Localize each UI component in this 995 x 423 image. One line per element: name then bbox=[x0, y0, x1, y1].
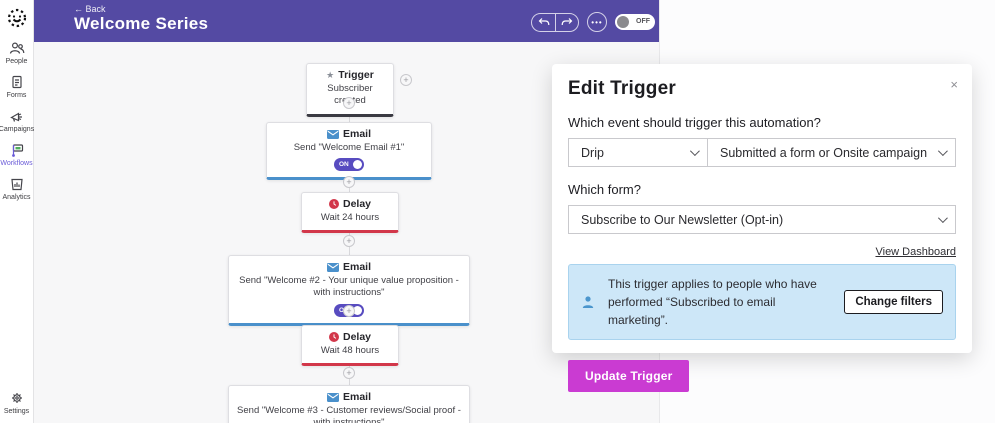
insert-step-button[interactable]: + bbox=[343, 235, 355, 247]
node-email-3[interactable]: Email Send "Welcome #3 - Customer review… bbox=[228, 385, 470, 423]
sidebar-item-label: Campaigns bbox=[0, 126, 35, 133]
sidebar-item-settings[interactable]: Settings bbox=[0, 390, 33, 415]
provider-select-value: Drip bbox=[581, 145, 604, 160]
trigger-info-text: This trigger applies to people who have … bbox=[608, 277, 817, 327]
trigger-star-icon: ★ bbox=[326, 69, 335, 80]
toggle-knob bbox=[353, 160, 362, 170]
close-button[interactable]: × bbox=[950, 78, 958, 91]
event-select-value: Submitted a form or Onsite campaign bbox=[720, 145, 928, 160]
undo-button[interactable] bbox=[531, 12, 555, 32]
plus-icon: + bbox=[346, 306, 352, 316]
node-type: Trigger bbox=[338, 69, 374, 81]
back-arrow-icon: ← bbox=[74, 4, 83, 14]
node-type: Email bbox=[342, 128, 371, 140]
chevron-down-icon bbox=[689, 146, 700, 157]
node-type: Email bbox=[342, 261, 371, 273]
trigger-info-box: This trigger applies to people who have … bbox=[568, 264, 956, 340]
sidebar-item-forms[interactable]: Forms bbox=[0, 74, 33, 99]
modal-title: Edit Trigger bbox=[568, 78, 676, 99]
node-subtitle: Wait 24 hours bbox=[320, 212, 380, 223]
form-select[interactable]: Subscribe to Our Newsletter (Opt-in) bbox=[568, 205, 956, 234]
toggle-state-label: OFF bbox=[636, 18, 650, 25]
node-type: Delay bbox=[342, 331, 372, 343]
insert-step-button[interactable]: + bbox=[343, 176, 355, 188]
back-link[interactable]: ← Back bbox=[74, 4, 106, 14]
undo-icon bbox=[538, 18, 549, 26]
people-icon bbox=[9, 40, 25, 56]
sidebar-item-label: Analytics bbox=[2, 194, 31, 201]
event-question-label: Which event should trigger this automati… bbox=[568, 115, 821, 130]
sidebar-nav: People Forms Campaigns bbox=[0, 40, 35, 210]
sidebar-item-label: People bbox=[5, 58, 28, 65]
node-delay-1[interactable]: Delay Wait 24 hours bbox=[301, 192, 399, 234]
insert-step-button[interactable]: + bbox=[343, 305, 355, 317]
form-select-value: Subscribe to Our Newsletter (Opt-in) bbox=[581, 212, 784, 227]
update-trigger-button[interactable]: Update Trigger bbox=[568, 360, 690, 392]
form-question-label: Which form? bbox=[568, 182, 641, 197]
provider-select[interactable]: Drip bbox=[568, 138, 708, 167]
plus-icon: + bbox=[346, 177, 352, 187]
node-type: Delay bbox=[342, 198, 372, 210]
node-email-1[interactable]: Email Send "Welcome Email #1" ON bbox=[266, 122, 432, 181]
add-trigger-button[interactable]: + bbox=[400, 74, 412, 86]
clock-icon bbox=[328, 332, 339, 342]
analytics-icon bbox=[9, 176, 25, 192]
clock-icon bbox=[328, 199, 339, 209]
workflow-header: ← Back Welcome Series ••• OFF bbox=[34, 0, 659, 42]
sidebar-item-campaigns[interactable]: Campaigns bbox=[0, 108, 35, 133]
gear-icon bbox=[9, 390, 25, 406]
email-icon bbox=[326, 129, 339, 139]
node-type: Email bbox=[342, 391, 371, 403]
node-delay-2[interactable]: Delay Wait 48 hours bbox=[301, 325, 399, 367]
node-subtitle: Send "Welcome Email #1" bbox=[293, 142, 405, 153]
workflows-icon bbox=[9, 142, 25, 158]
node-subtitle: Wait 48 hours bbox=[320, 345, 380, 356]
more-options-button[interactable]: ••• bbox=[587, 12, 607, 32]
redo-button[interactable] bbox=[555, 12, 579, 32]
sidebar-item-people[interactable]: People bbox=[0, 40, 33, 65]
workflow-title: Welcome Series bbox=[74, 14, 209, 33]
chevron-down-icon bbox=[937, 146, 948, 157]
person-icon bbox=[582, 296, 594, 308]
plus-icon: + bbox=[346, 236, 352, 246]
sidebar-item-label: Settings bbox=[3, 408, 30, 415]
toggle-knob bbox=[353, 305, 362, 315]
sidebar-item-label: Workflows bbox=[0, 160, 33, 167]
edit-trigger-modal: Edit Trigger × Which event should trigge… bbox=[552, 64, 972, 392]
insert-step-button[interactable]: + bbox=[343, 97, 355, 109]
sidebar-item-analytics[interactable]: Analytics bbox=[0, 176, 33, 201]
change-filters-button[interactable]: Change filters bbox=[844, 290, 943, 314]
plus-icon: + bbox=[403, 75, 409, 85]
toggle-state-label: ON bbox=[339, 161, 349, 169]
toggle-knob bbox=[617, 16, 629, 28]
workflow-active-toggle[interactable]: OFF bbox=[615, 14, 655, 30]
email-icon bbox=[326, 262, 339, 272]
node-subtitle: Send "Welcome #2 - Your unique value pro… bbox=[239, 275, 459, 299]
plus-icon: + bbox=[346, 368, 352, 378]
insert-step-button[interactable]: + bbox=[343, 367, 355, 379]
forms-icon bbox=[9, 74, 25, 90]
sidebar-item-workflows[interactable]: Workflows bbox=[0, 142, 33, 167]
redo-icon bbox=[561, 18, 573, 26]
close-icon: × bbox=[950, 77, 958, 92]
sidebar-item-label: Forms bbox=[6, 92, 27, 99]
chevron-down-icon bbox=[937, 213, 948, 224]
campaigns-icon bbox=[9, 108, 25, 124]
view-dashboard-link[interactable]: View Dashboard bbox=[875, 246, 956, 258]
sidebar: People Forms Campaigns bbox=[0, 0, 34, 423]
email-icon bbox=[326, 392, 339, 402]
node-subtitle: Send "Welcome #3 - Customer reviews/Soci… bbox=[237, 405, 461, 423]
event-select[interactable]: Submitted a form or Onsite campaign bbox=[707, 138, 956, 167]
email-enabled-toggle[interactable]: ON bbox=[334, 158, 364, 172]
drip-logo-icon[interactable] bbox=[6, 6, 28, 28]
ellipsis-icon: ••• bbox=[591, 17, 603, 27]
header-toolbar: ••• OFF bbox=[531, 12, 655, 32]
plus-icon: + bbox=[346, 98, 352, 108]
